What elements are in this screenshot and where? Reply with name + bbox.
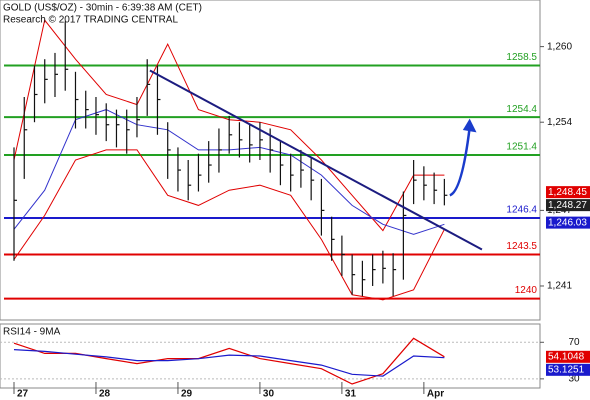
price-tag [546, 199, 590, 212]
y-tick-label: 30 [568, 373, 580, 384]
x-tick-label: 30 [263, 389, 275, 400]
chart-subtitle: Research © 2017 TRADING CENTRAL [3, 15, 178, 26]
y-tick-label: 1,260 [547, 41, 572, 52]
x-tick-label: 27 [17, 389, 29, 400]
price-tag-label: 1,248.27 [548, 200, 587, 211]
price-tag-label: 1,246.03 [548, 217, 587, 228]
x-tick-label: 31 [345, 389, 357, 400]
level-label: 1251.4 [506, 142, 537, 153]
level-label: 1254.4 [506, 104, 537, 115]
price-tag-label: 1,248.45 [548, 187, 587, 198]
rsi-title: RSI14 - 9MA [3, 327, 61, 338]
price-tag [546, 216, 590, 229]
level-label: 1246.4 [506, 205, 537, 216]
trendline [149, 69, 483, 251]
chart-title: GOLD (US$/OZ) - 30min - 6:39:38 AM (CET) [3, 3, 202, 14]
x-tick-label: 29 [181, 389, 193, 400]
rsi-tag-label: 53.1251 [548, 364, 585, 375]
rsi-tag [546, 350, 590, 363]
band-lower [13, 149, 445, 301]
price-tag [546, 186, 590, 199]
level-label: 1243.5 [506, 241, 537, 252]
main-plot [4, 19, 540, 301]
rsi-tag [546, 363, 590, 376]
level-label: 1240 [515, 285, 538, 296]
x-tick-label: Apr [427, 389, 444, 400]
arrow-head [462, 118, 477, 133]
rsi-tag-label: 54.1048 [548, 351, 585, 362]
y-tick-label: 70 [568, 337, 580, 348]
forecast-arrow [449, 127, 471, 197]
y-tick-label: 1,254 [547, 117, 572, 128]
rsi-line [13, 349, 445, 377]
x-tick-label: 28 [99, 389, 111, 400]
level-label: 1258.5 [506, 52, 537, 63]
rsi-plot [0, 337, 540, 385]
y-tick-label: 1,241 [547, 281, 572, 292]
